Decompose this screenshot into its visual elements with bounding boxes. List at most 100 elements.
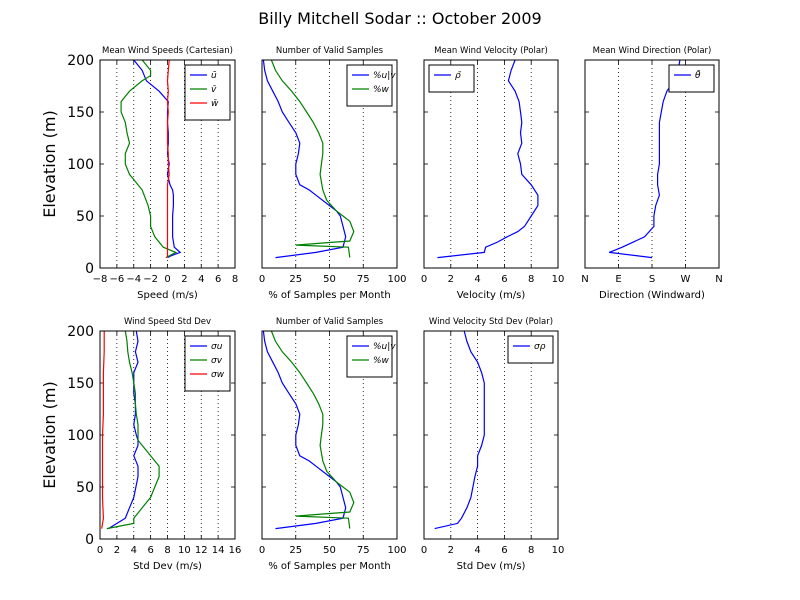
x-tick-label: 0 (421, 274, 427, 285)
x-axis-label: % of Samples per Month (268, 290, 391, 301)
legend-label: θ̄ (695, 69, 701, 81)
chart-title: Wind Speed Std Dev (124, 317, 211, 327)
x-tick-label: 0 (164, 274, 170, 285)
y-tick-label: 100 (67, 157, 94, 173)
x-axis-label: Std Dev (m/s) (133, 561, 202, 572)
legend-box (428, 64, 475, 93)
series-line (437, 59, 539, 259)
series-line (133, 59, 182, 259)
legend-label: %w (373, 85, 390, 95)
y-tick-label: 150 (67, 105, 94, 121)
x-tick-label: −4 (126, 274, 141, 285)
x-axis-label: Velocity (m/s) (457, 290, 526, 301)
legend-label: %u|v (373, 71, 396, 81)
chart-title: Mean Wind Velocity (Polar) (434, 46, 548, 56)
legend: θ̄ (668, 64, 715, 93)
chart-title: Wind Velocity Std Dev (Polar) (429, 317, 553, 327)
plot-frame (261, 59, 398, 269)
plot-frame (99, 330, 236, 540)
y-tick-label: 100 (67, 428, 94, 444)
legend: %u|v %w (346, 64, 396, 107)
x-tick-label: 4 (198, 274, 204, 285)
x-tick-label: 75 (357, 274, 370, 285)
x-tick-label: 2 (448, 274, 454, 285)
legend: %u|v %w (346, 335, 396, 378)
x-tick-label: 10 (178, 545, 191, 556)
legend-label: %w (373, 356, 390, 366)
x-tick-label: 14 (212, 545, 225, 556)
x-tick-label: 4 (474, 274, 480, 285)
series-line (434, 330, 485, 530)
series-line (270, 59, 355, 258)
chart-panel-1: Mean Wind Speeds (Cartesian)−8 −6 −4 −2 0 2 4 6… (40, 46, 238, 301)
figure-title: Billy Mitchell Sodar :: October 2009 (258, 9, 541, 28)
x-tick-label: 6 (501, 545, 507, 556)
x-tick-label: 16 (229, 545, 242, 556)
x-tick-label: 8 (528, 274, 534, 285)
legend-label: %u|v (373, 342, 396, 352)
chart-panel-2: Number of Valid Samples 0 25 50 75 100 % of Sa… (259, 46, 407, 301)
plot-frame (261, 330, 398, 540)
x-tick-label: E (615, 274, 621, 285)
series-line (120, 59, 178, 259)
x-tick-label: 0 (421, 545, 427, 556)
y-tick-label: 0 (85, 532, 94, 548)
legend-label: ū (211, 71, 217, 81)
y-axis-label: Elevation (m) (40, 110, 59, 217)
x-axis-label: Speed (m/s) (137, 290, 198, 301)
series-line (101, 331, 105, 529)
legend-box (184, 64, 231, 121)
series-line (108, 330, 139, 530)
legend-label: w̄ (211, 99, 219, 109)
x-tick-label: 50 (323, 545, 336, 556)
series-line (270, 330, 355, 529)
plot-frame (584, 59, 720, 269)
series-line (106, 330, 160, 530)
x-tick-label: 0 (259, 545, 265, 556)
legend-box (507, 335, 554, 364)
series-line (262, 59, 347, 259)
x-tick-label: 75 (357, 545, 370, 556)
legend-label: v̄ (211, 85, 217, 95)
y-axis-label: Elevation (m) (40, 381, 59, 488)
chart-panel-3: Mean Wind Velocity (Polar) 0 2 4 6 8 10 Velocit… (421, 46, 565, 301)
x-tick-label: 8 (232, 274, 238, 285)
x-tick-label: W (681, 274, 691, 285)
y-tick-label: 50 (76, 480, 94, 496)
legend: ρ̄ (428, 64, 475, 93)
x-tick-label: 100 (387, 274, 406, 285)
plot-frame (99, 59, 236, 269)
y-tick-label: 200 (67, 324, 94, 340)
legend-label: σw (211, 370, 225, 380)
x-tick-label: 8 (528, 545, 534, 556)
y-tick-label: 50 (76, 209, 94, 225)
x-tick-label: 2 (114, 545, 120, 556)
x-tick-label: 0 (259, 274, 265, 285)
y-tick-label: 150 (67, 376, 94, 392)
x-tick-label: 6 (147, 545, 153, 556)
chart-panel-4: Mean Wind Direction (Polar) N E S W N Directio… (581, 46, 722, 301)
legend-box (668, 64, 715, 93)
plot-frame (423, 330, 559, 540)
x-tick-label: 6 (501, 274, 507, 285)
x-tick-label: 25 (289, 545, 302, 556)
chart-title: Mean Wind Direction (Polar) (593, 46, 712, 56)
y-tick-label: 200 (67, 53, 94, 69)
series-line (262, 330, 347, 530)
chart-title: Number of Valid Samples (276, 317, 384, 327)
x-tick-label: −8 (93, 274, 108, 285)
x-tick-label: 4 (474, 545, 480, 556)
legend-box (346, 335, 393, 378)
x-tick-label: 2 (181, 274, 187, 285)
plot-frame (423, 59, 559, 269)
x-axis-label: Direction (Windward) (599, 290, 705, 301)
legend: ū v̄ w̄ (184, 64, 231, 121)
chart-title: Number of Valid Samples (276, 46, 384, 56)
chart-title: Mean Wind Speeds (Cartesian) (102, 46, 233, 56)
legend-label: σv (211, 356, 223, 366)
chart-panel-7: Wind Velocity Std Dev (Polar) 0 2 4 6 8 10 Std … (421, 317, 565, 572)
legend-box (184, 335, 231, 392)
x-axis-label: Std Dev (m/s) (457, 561, 526, 572)
